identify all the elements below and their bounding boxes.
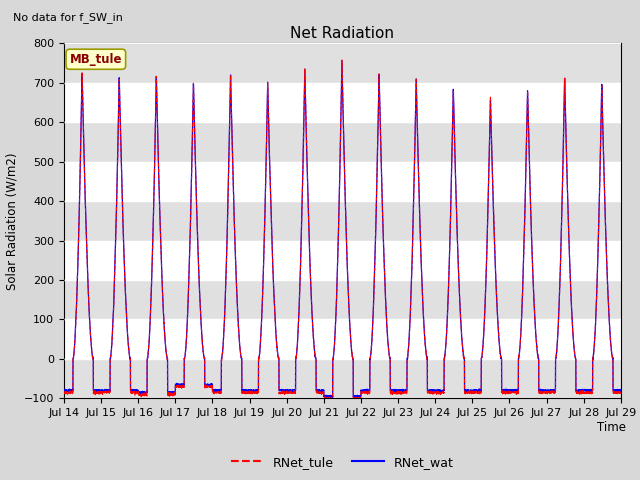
Text: No data for f_SW_in: No data for f_SW_in bbox=[13, 12, 123, 23]
X-axis label: Time: Time bbox=[597, 421, 627, 434]
Bar bbox=[64, 280, 621, 320]
Title: Net Radiation: Net Radiation bbox=[291, 25, 394, 41]
Bar bbox=[64, 359, 621, 398]
Y-axis label: Solar Radiation (W/m2): Solar Radiation (W/m2) bbox=[5, 152, 19, 289]
Bar bbox=[64, 43, 621, 83]
Legend: RNet_tule, RNet_wat: RNet_tule, RNet_wat bbox=[227, 451, 458, 474]
Bar bbox=[64, 201, 621, 240]
Bar bbox=[64, 122, 621, 162]
Text: MB_tule: MB_tule bbox=[70, 53, 122, 66]
